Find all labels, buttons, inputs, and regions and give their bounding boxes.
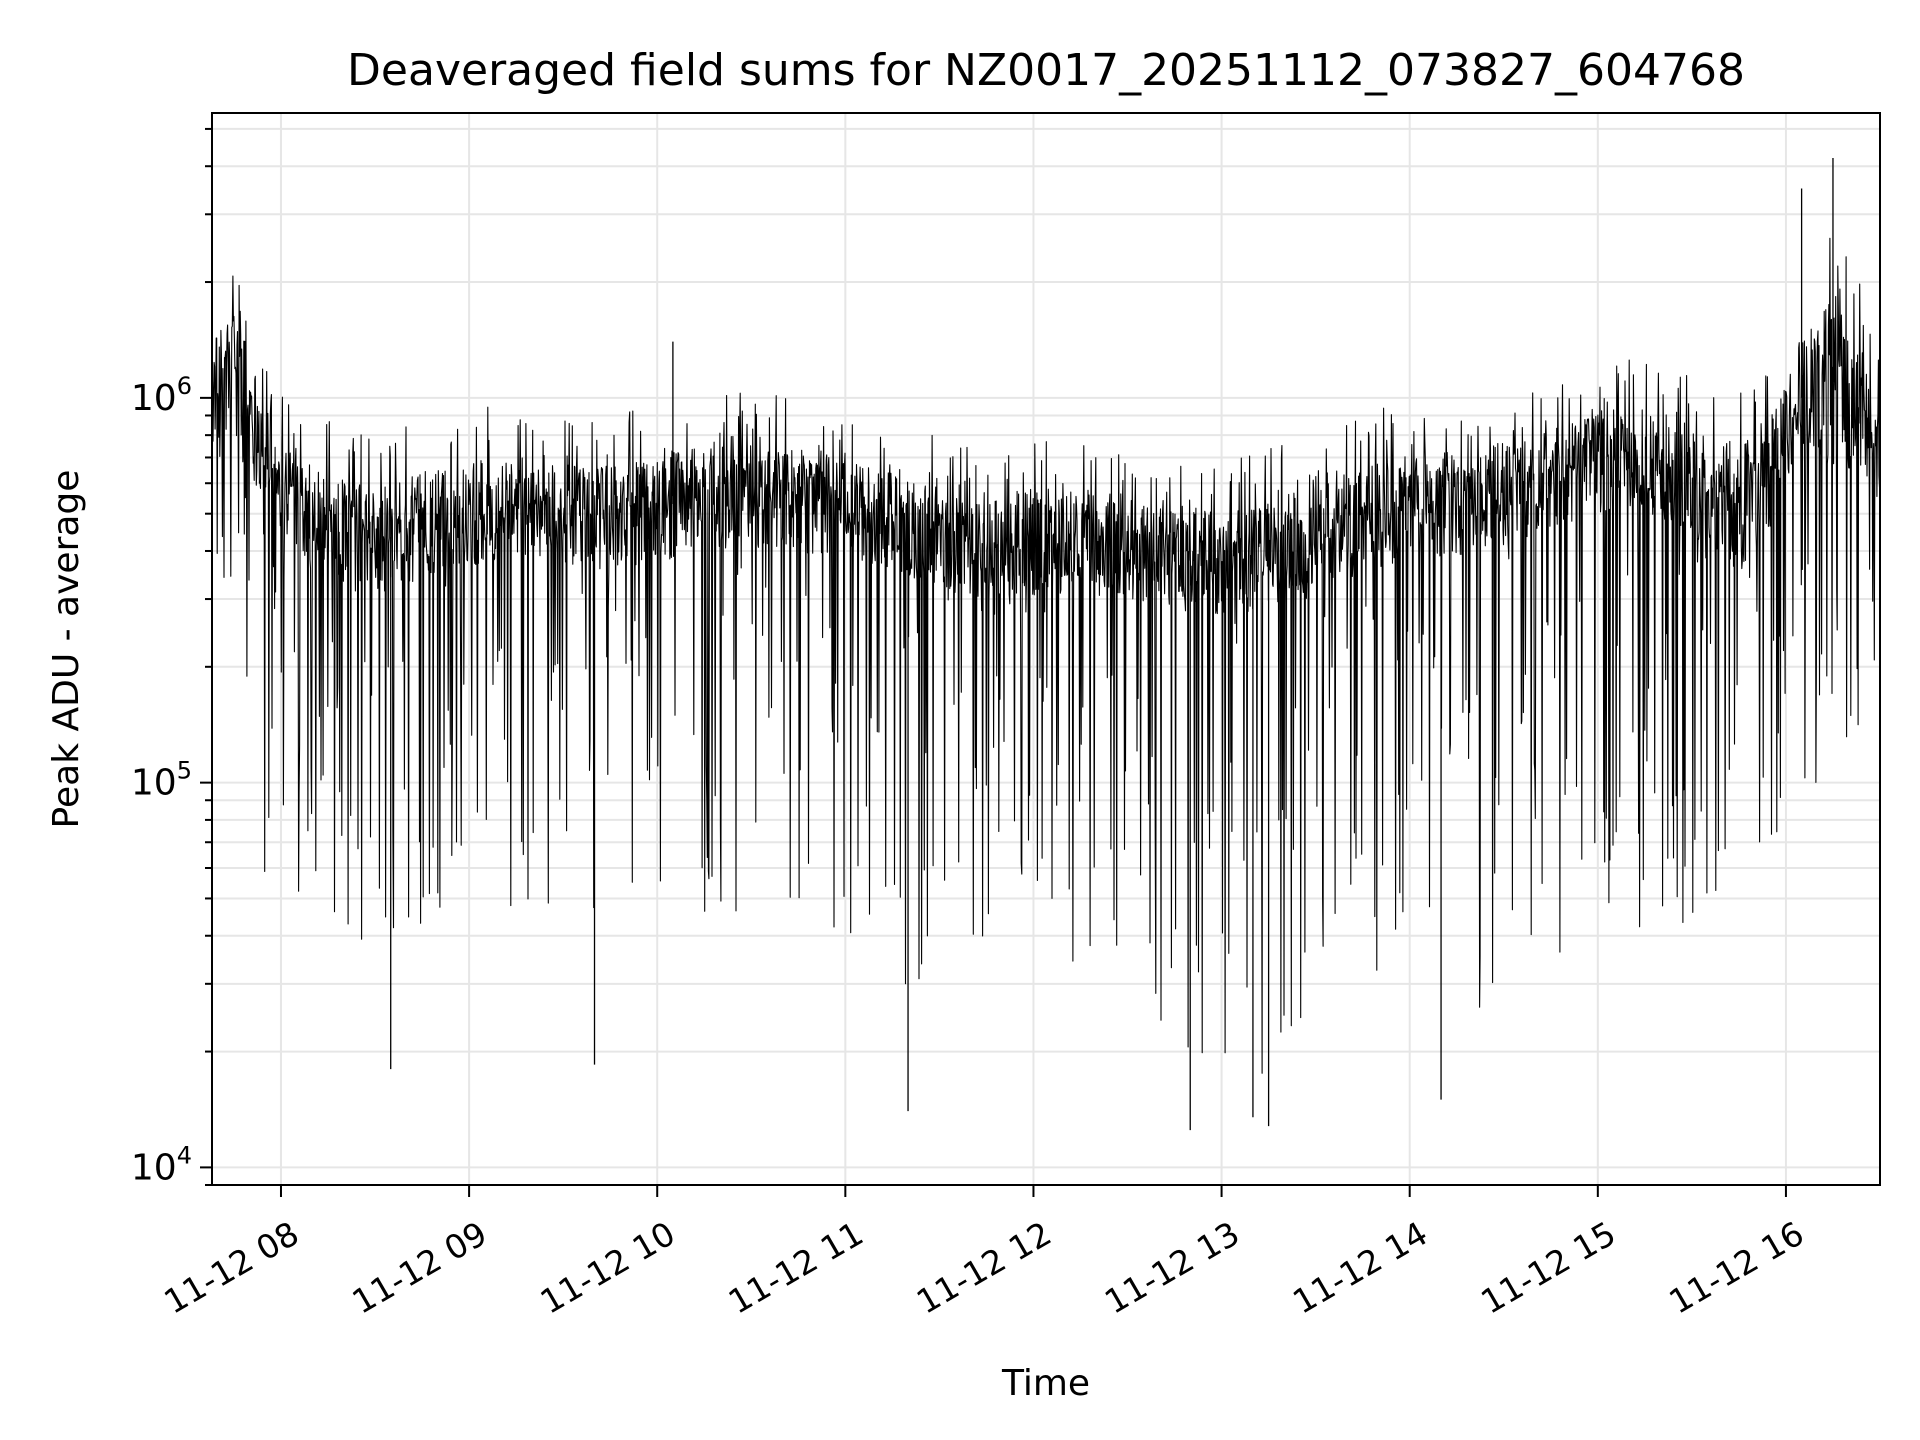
y-tick-base: 10 (131, 763, 177, 804)
y-tick-label: 104 (131, 1141, 192, 1188)
series-path (212, 237, 1880, 1074)
y-tick-exponent: 6 (177, 372, 192, 400)
plot-frame (211, 112, 1881, 1186)
y-tick-label: 105 (131, 757, 192, 804)
series-line (212, 158, 1880, 1131)
y-axis-label: Peak ADU - average (46, 470, 87, 829)
chart-title: Deaveraged field sums for NZ0017_2025111… (347, 45, 1745, 96)
y-tick-base: 10 (131, 1147, 177, 1188)
y-tick-base: 10 (131, 378, 177, 419)
y-tick-label: 106 (131, 372, 192, 419)
y-tick-exponent: 4 (177, 1141, 192, 1169)
x-axis-label: Time (1001, 1363, 1090, 1404)
y-tick-exponent: 5 (177, 757, 192, 785)
